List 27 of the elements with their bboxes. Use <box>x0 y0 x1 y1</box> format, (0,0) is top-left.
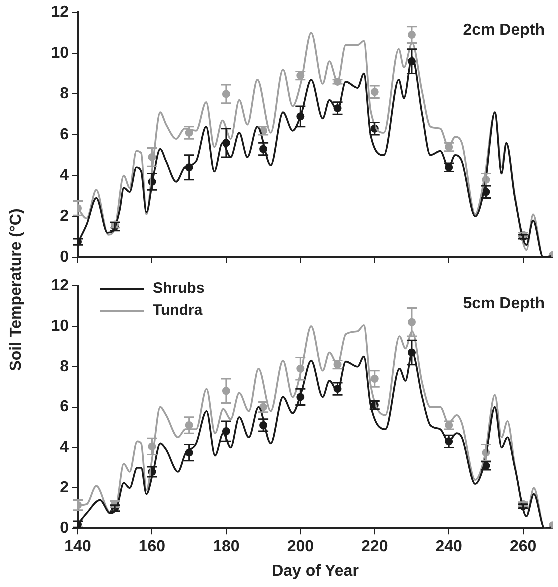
y-tick-label: 2 <box>60 208 70 226</box>
y-tick-label: 0 <box>60 248 70 266</box>
y-tick-label: 12 <box>51 4 70 22</box>
y-tick-label: 10 <box>51 44 70 62</box>
x-tick-label: 160 <box>138 538 166 556</box>
legend-label: Tundra <box>153 302 204 320</box>
y-tick-label: 6 <box>60 126 70 144</box>
x-tick-label: 240 <box>436 538 463 556</box>
y-tick-label: 10 <box>51 318 70 335</box>
y-tick-label: 0 <box>60 520 70 538</box>
x-tick-label: 140 <box>64 538 92 556</box>
annotation: 2cm Depth <box>463 22 545 40</box>
y-tick-label: 4 <box>60 439 70 456</box>
x-tick-label: 200 <box>287 538 314 556</box>
x-tick-label: 220 <box>362 538 388 556</box>
y-tick-label: 4 <box>60 167 70 184</box>
x-tick-label: 180 <box>213 538 240 556</box>
y-tick-label: 6 <box>60 398 70 416</box>
y-tick-label: 2 <box>60 480 70 497</box>
y-tick-label: 12 <box>51 277 70 294</box>
y-tick-label: 8 <box>60 86 70 103</box>
y-axis-title: Soil Temperature (°C) <box>8 208 26 372</box>
annotation: 5cm Depth <box>463 295 545 312</box>
legend-label: Shrubs <box>153 280 205 298</box>
x-tick-label: 260 <box>510 538 537 556</box>
x-axis-title: Day of Year <box>272 562 359 580</box>
y-tick-label: 8 <box>60 358 70 376</box>
